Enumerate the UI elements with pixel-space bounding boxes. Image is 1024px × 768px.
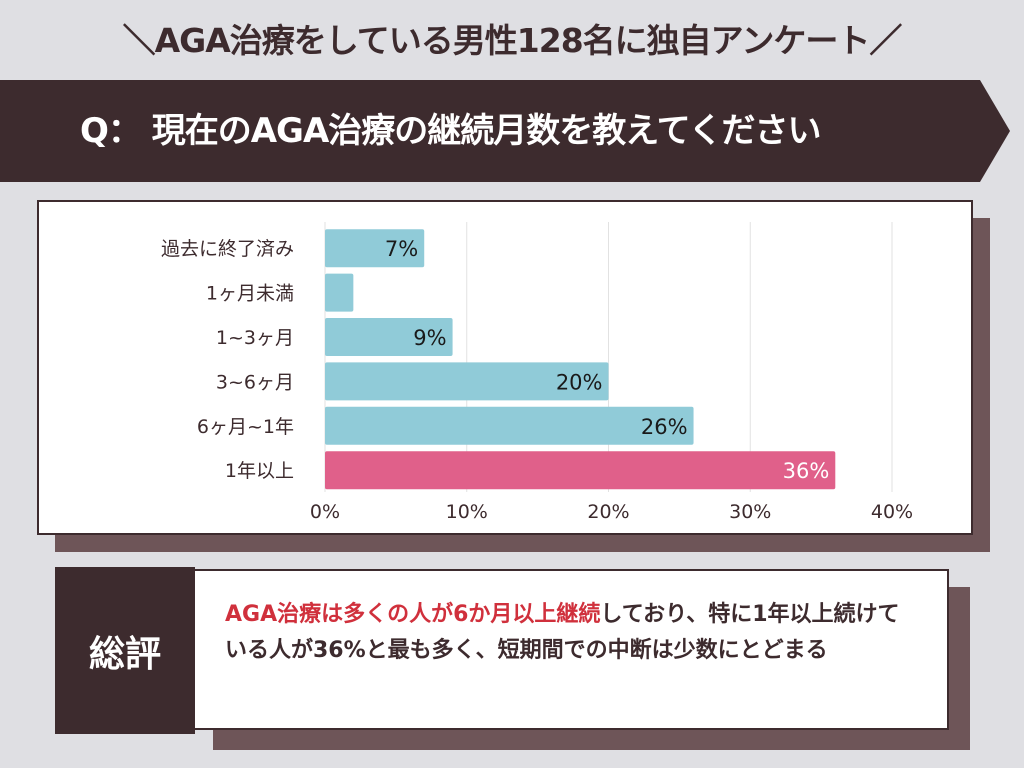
data-label: 7% xyxy=(385,237,418,261)
category-label: 過去に終了済み xyxy=(161,238,294,260)
x-tick-label: 20% xyxy=(587,501,629,523)
data-label: 20% xyxy=(556,370,603,394)
category-label: 1年以上 xyxy=(225,460,294,482)
category-label: 1ヶ月未満 xyxy=(206,283,294,305)
data-label: 36% xyxy=(783,459,830,483)
x-tick-label: 0% xyxy=(310,501,340,523)
x-tick-label: 30% xyxy=(729,501,771,523)
bar xyxy=(325,318,453,356)
bar-chart: 0% 10% 20% 30% 40% 過去に終了済み 7% 1ヶ月未満 1~3ヶ月 9% 3~6ヶ月… xyxy=(161,222,913,523)
bar xyxy=(325,362,609,401)
chart-panel: 0% 10% 20% 30% 40% 過去に終了済み 7% 1ヶ月未満 1~3ヶ月 9% 3~6ヶ月… xyxy=(37,200,973,535)
bar xyxy=(325,406,694,445)
summary-label: 総評 xyxy=(55,567,195,734)
summary-box: AGA治療は多くの人が6か月以上継続しており、特に1年以上続けている人が36%と… xyxy=(193,569,949,730)
question-text: Q： 現在のAGA治療の継続月数を教えてください xyxy=(80,111,822,151)
question-banner xyxy=(0,80,1010,182)
bar xyxy=(325,451,836,490)
bar xyxy=(325,229,425,268)
x-tick-label: 40% xyxy=(871,501,913,523)
bar xyxy=(325,273,354,312)
data-label: 26% xyxy=(641,415,688,439)
summary-highlight: AGA治療は多くの人が6か月以上継続 xyxy=(225,602,601,627)
category-label: 3~6ヶ月 xyxy=(216,371,294,393)
survey-title: ＼AGA治療をしている男性128名に独自アンケート／ xyxy=(122,21,903,60)
summary-text: しており、特に1年以上続けている人が36%と最も多く、短期間での中断は少数にとど… xyxy=(225,602,900,663)
category-label: 6ヶ月~1年 xyxy=(197,416,294,438)
x-tick-label: 10% xyxy=(446,501,488,523)
data-label: 9% xyxy=(413,326,446,350)
category-label: 1~3ヶ月 xyxy=(216,327,294,349)
